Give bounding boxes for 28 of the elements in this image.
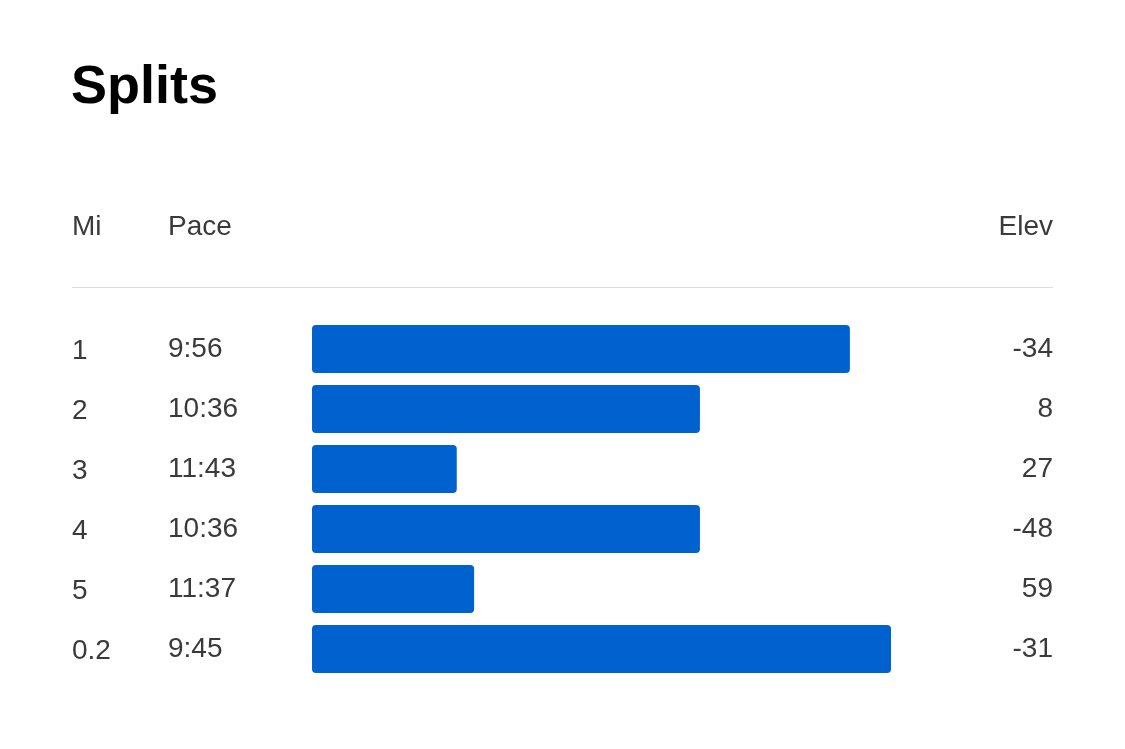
chart-title: Splits [71,54,219,114]
x-axis-title: Pace [168,209,232,241]
y2-axis-title: Elev [998,209,1053,241]
text: 9:56 [168,331,223,363]
y-axis-title: Mi [72,209,102,241]
text: -31 [1012,631,1053,663]
text: 59 [1021,571,1054,603]
text: 9:45 [168,631,223,663]
text: 27 [1021,451,1054,483]
y-tick-label: 4 [72,513,88,545]
text: 11:37 [168,571,236,603]
y-tick-label: 1 [72,333,88,365]
y-tick-label: 3 [72,453,88,485]
y-tick-label: 2 [72,393,88,425]
text: 10:36 [168,511,239,543]
bar [312,325,850,373]
y-tick-label: 5 [72,573,88,605]
y-tick-label: 0.2 [72,633,111,665]
bar [312,385,700,433]
text: 11:43 [168,451,236,483]
text: -48 [1012,511,1053,543]
bar [312,565,475,613]
text: 10:36 [168,391,239,423]
bar [312,625,891,673]
bar [312,445,457,493]
text: 8 [1037,391,1054,423]
text: -34 [1012,331,1053,363]
bar [312,505,700,553]
